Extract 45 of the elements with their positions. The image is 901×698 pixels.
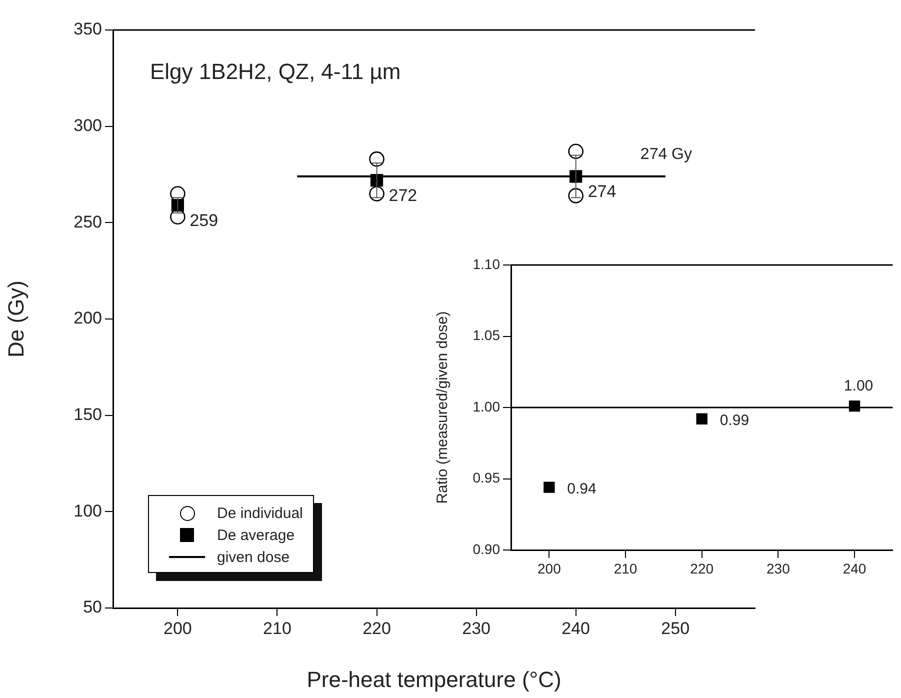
point [369,151,384,167]
point [369,186,384,202]
text: Elgy 1B2H2, QZ, 4-11 µm [150,59,401,84]
x-tick-label: 240 [562,618,590,638]
y-tick-label: 300 [74,116,102,136]
y-tick-label: 200 [74,308,102,328]
y-tick-label: 150 [74,405,102,424]
x-tick-label: 220 [690,560,714,576]
data-label: 0.99 [720,412,750,430]
x-tick-label: 200 [537,560,562,576]
y-tick-label: 0.95 [472,470,500,486]
data-label: 259 [190,211,218,230]
x-tick-label: 250 [661,618,690,638]
y-tick-label: 350 [74,20,102,39]
x-tick-label: 220 [362,618,391,638]
x-tick-label: 230 [766,560,790,576]
y-axis-title: Ratio (measured/given dose) [434,311,452,504]
point [570,170,582,183]
data-label: 0.94 [567,480,596,498]
annotation: 274 Gy [640,146,692,163]
x-tick-label: 230 [462,618,490,638]
data-label: 1.00 [844,378,874,395]
point [370,174,384,187]
y-axis-title: De (Gy) [3,280,28,358]
x-tick-label: 210 [263,618,292,638]
x-tick-label: 200 [164,618,192,638]
data-label: 274 [588,182,616,202]
point [568,188,584,204]
x-axis-title: Pre-heat temperature (°C) [306,666,562,692]
y-tick-label: 100 [74,501,102,520]
legend-label: De individual [217,504,303,522]
y-tick-label: 1.05 [472,327,500,344]
point [696,413,708,424]
y-tick-label: 250 [74,212,102,232]
y-tick-label: 1.10 [472,256,500,272]
x-tick-label: 210 [614,560,638,576]
x-tick-label: 240 [842,560,866,576]
y-tick-label: 0.90 [472,540,500,557]
legend-label: De average [217,526,295,544]
y-tick-label: 50 [83,598,102,617]
point [568,144,584,160]
point [544,482,555,493]
legend-label: given dose [217,548,290,566]
data-label: 272 [388,186,418,205]
y-tick-label: 1.00 [472,398,500,414]
